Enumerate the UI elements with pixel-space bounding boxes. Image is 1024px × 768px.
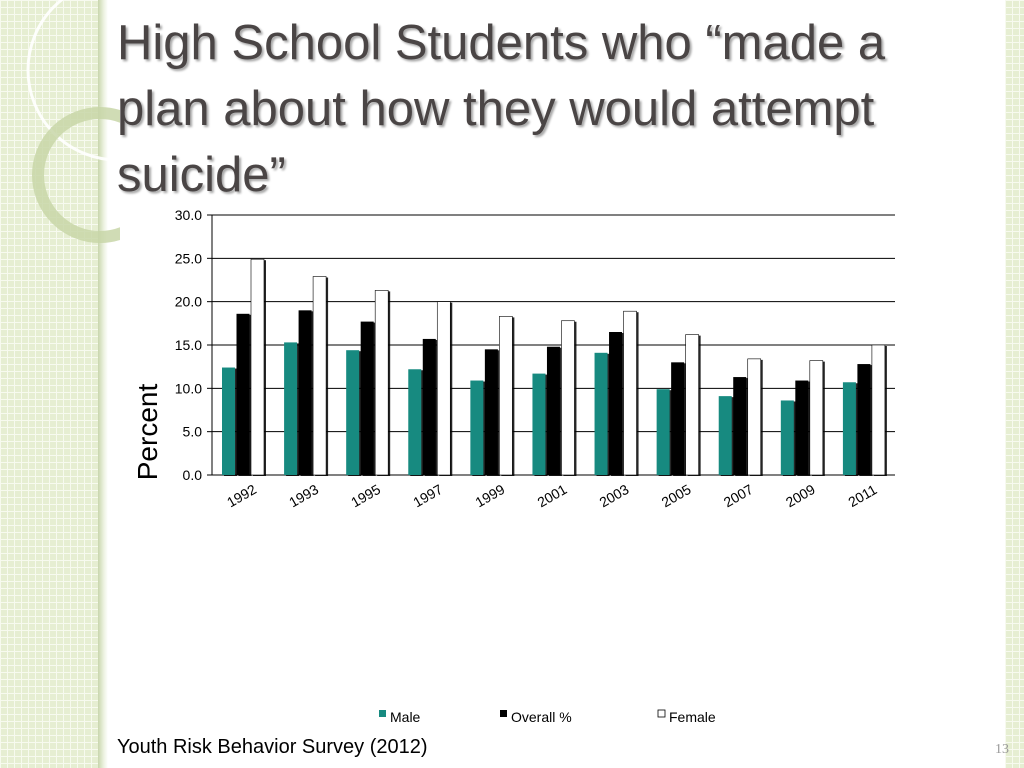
x-tick-label: 1999 (472, 481, 507, 511)
decorative-rings (26, 0, 120, 243)
x-tick-label: 2009 (783, 481, 818, 511)
bar-male-2001 (532, 373, 546, 475)
bar-female-2011 (871, 344, 886, 476)
bar-male-2007 (718, 396, 732, 475)
x-tick-label: 2003 (597, 481, 632, 511)
y-tick-label: 25.0 (175, 250, 202, 266)
bars (222, 258, 887, 476)
bar-female-1999 (499, 316, 513, 476)
x-tick-label: 2007 (721, 481, 756, 511)
bar-overall-2011 (857, 364, 871, 475)
y-tick-label: 15.0 (175, 337, 202, 353)
y-tick-label: 20.0 (175, 294, 202, 310)
bar-female-1997 (436, 301, 451, 476)
bar-female-1995 (374, 290, 389, 476)
bar-female-2009 (809, 360, 824, 476)
legend: Male Overall % Female (379, 709, 716, 725)
legend-label-overall: Overall % (511, 709, 572, 725)
bar-overall-2005 (671, 362, 685, 475)
bar-female-2003 (623, 310, 637, 476)
bar-overall-1993 (298, 310, 312, 475)
slide-title: High School Students who “made a plan ab… (117, 16, 886, 202)
y-tick-labels: 0.0 5.0 10.0 15.0 20.0 25.0 30.0 (175, 207, 202, 483)
bar-overall-2009 (795, 380, 809, 475)
x-tick-labels: 1992 1993 1995 1997 1999 2001 2003 2005 2007 2009… (224, 481, 880, 511)
source-citation: Youth Risk Behavior Survey (2012) (117, 736, 428, 758)
bar-male-1995 (346, 350, 360, 475)
slide-divider (98, 0, 108, 768)
bar-female-1993 (312, 276, 327, 476)
bar-male-1992 (222, 367, 235, 475)
x-tick-label: 1992 (224, 481, 259, 511)
bar-overall-1995 (360, 321, 374, 475)
bar-male-2003 (594, 352, 608, 475)
page-number: 13 (995, 742, 1009, 757)
bar-male-1997 (408, 369, 422, 475)
legend-label-male: Male (390, 709, 421, 725)
legend-label-female: Female (669, 709, 716, 725)
y-tick-label: 5.0 (183, 424, 203, 440)
bar-male-2009 (780, 400, 794, 475)
bar-male-1993 (284, 342, 298, 475)
bar-female-1992 (250, 258, 265, 476)
x-tick-label: 1993 (286, 481, 321, 511)
bar-overall-2003 (609, 332, 623, 475)
bar-female-2001 (561, 320, 575, 476)
y-tick-label: 10.0 (175, 380, 202, 396)
bar-overall-1999 (484, 349, 498, 475)
y-tick-label: 0.0 (183, 467, 203, 483)
legend-swatch-overall (500, 710, 507, 717)
bar-male-1999 (470, 380, 484, 475)
x-tick-label: 1997 (410, 481, 445, 511)
bar-female-2007 (747, 358, 762, 476)
bar-female-2005 (685, 334, 699, 476)
bar-overall-1997 (422, 338, 436, 475)
y-axis-label: Percent (132, 384, 163, 481)
bar-overall-2007 (733, 377, 747, 475)
bar-overall-1992 (236, 313, 250, 475)
bar-male-2011 (842, 382, 856, 475)
legend-swatch-male (379, 710, 386, 717)
right-grid-background (1005, 0, 1024, 768)
bar-male-2005 (656, 389, 670, 475)
y-tick-label: 30.0 (175, 207, 202, 223)
x-tick-label: 2005 (659, 481, 694, 511)
bar-overall-2001 (546, 346, 560, 475)
legend-swatch-female (657, 709, 666, 718)
x-tick-label: 1995 (348, 481, 383, 511)
x-tick-label: 2011 (845, 481, 879, 510)
x-tick-label: 2001 (534, 481, 569, 511)
